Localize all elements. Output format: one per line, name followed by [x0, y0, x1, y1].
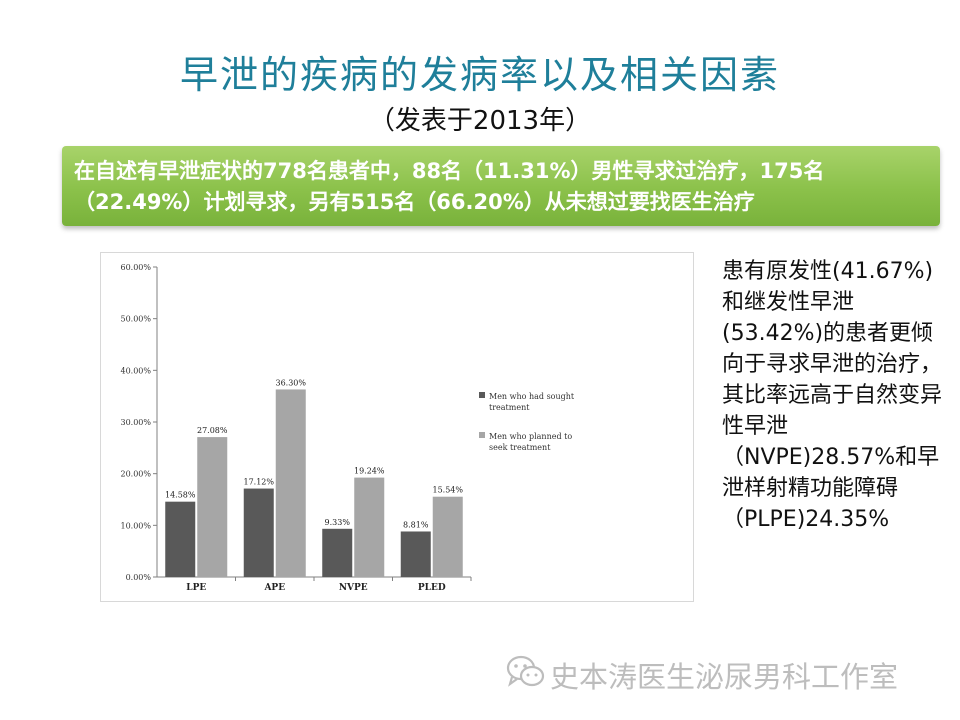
wechat-icon: [506, 655, 545, 687]
y-tick-label: 40.00%: [120, 366, 151, 375]
bar: [243, 488, 274, 577]
watermark-text: 史本涛医生泌尿男科工作室: [550, 660, 899, 694]
slide-subtitle: （发表于2013年）: [368, 106, 592, 136]
watermark: 史本涛医生泌尿男科工作室: [506, 652, 936, 694]
y-tick-label: 60.00%: [120, 263, 151, 272]
bar: [197, 437, 228, 577]
data-label: 15.54%: [432, 486, 463, 495]
data-label: 14.58%: [165, 491, 196, 500]
legend-label: Men who planned to seek treatment: [489, 432, 572, 452]
bar-chart: 0.00% 10.00% 20.00% 30.00% 40.00% 50.00% 60.00…: [120, 263, 575, 593]
data-label: 36.30%: [275, 378, 306, 387]
y-tick-label: 20.00%: [120, 470, 151, 479]
bar: [400, 531, 431, 577]
x-tick-label: NVPE: [339, 583, 368, 593]
data-label: 9.33%: [325, 518, 351, 527]
bar: [165, 501, 196, 577]
y-tick-label: 0.00%: [126, 573, 152, 582]
bar: [354, 477, 385, 577]
data-label: 27.08%: [197, 426, 228, 435]
data-label: 19.24%: [354, 467, 385, 476]
summary-banner-text: 在自述有早泄症状的778名患者中，88名（11.31%）男性寻求过治疗，175名…: [74, 159, 825, 214]
summary-banner: 在自述有早泄症状的778名患者中，88名（11.31%）男性寻求过治疗，175名…: [62, 146, 940, 226]
legend-swatch: [479, 392, 485, 398]
x-tick-label: APE: [263, 583, 285, 593]
legend-label: Men who had sought treatment: [489, 392, 575, 412]
side-note: 患有原发性(41.67%)和继发性早泄(53.42%)的患者更倾向于寻求早泄的治…: [722, 259, 943, 532]
y-tick-label: 30.00%: [120, 418, 151, 427]
x-tick-label: PLED: [418, 583, 446, 593]
bar: [322, 528, 353, 577]
data-label: 17.12%: [243, 478, 274, 487]
bar: [275, 389, 306, 577]
bar: [432, 496, 463, 577]
y-tick-label: 50.00%: [120, 315, 151, 324]
legend-swatch: [479, 432, 485, 438]
x-tick-label: LPE: [186, 583, 206, 593]
data-label: 8.81%: [403, 520, 429, 529]
bar-chart-panel: 0.00% 10.00% 20.00% 30.00% 40.00% 50.00% 60.00…: [100, 252, 694, 602]
slide-title: 早泄的疾病的发病率以及相关因素: [179, 53, 780, 97]
y-tick-label: 10.00%: [120, 521, 151, 530]
